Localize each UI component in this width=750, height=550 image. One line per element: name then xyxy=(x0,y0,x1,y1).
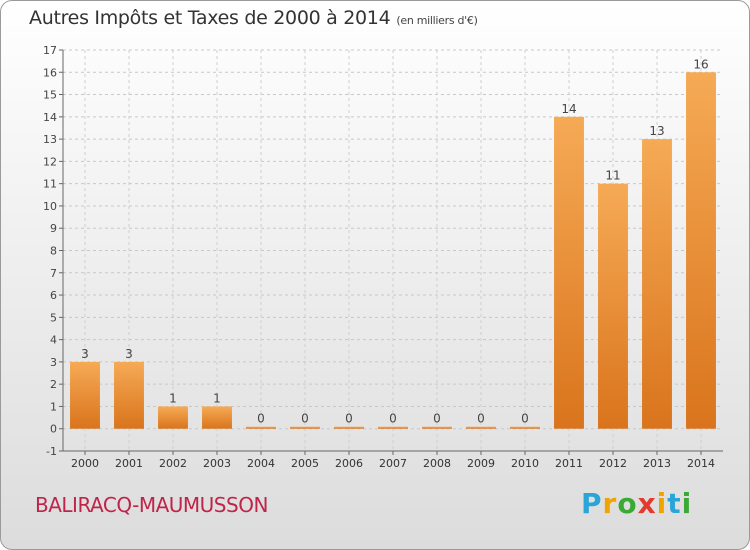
data-label-2013: 13 xyxy=(649,124,664,138)
data-label-2002: 1 xyxy=(169,391,177,405)
title-text: Autres Impôts et Taxes de 2000 à 2014 xyxy=(29,7,391,29)
x-tick-label: 2013 xyxy=(643,457,671,470)
y-tick-label: 15 xyxy=(43,89,57,102)
bar-2007 xyxy=(378,426,408,429)
data-label-2009: 0 xyxy=(477,412,485,426)
bar-2006 xyxy=(334,426,364,429)
y-tick-label: 6 xyxy=(50,289,57,302)
x-tick-label: 2010 xyxy=(511,457,539,470)
y-tick-label: 8 xyxy=(50,245,57,258)
data-label-2005: 0 xyxy=(301,412,309,426)
bar-2004 xyxy=(246,426,276,429)
x-tick-label: 2000 xyxy=(71,457,99,470)
y-tick-label: 13 xyxy=(43,133,57,146)
bar-2012 xyxy=(598,183,628,429)
y-tick-label: 7 xyxy=(50,267,57,280)
bar-2002 xyxy=(158,406,188,429)
data-label-2012: 11 xyxy=(605,169,620,183)
bars xyxy=(70,72,716,429)
x-tick-label: 2007 xyxy=(379,457,407,470)
commune-name: BALIRACQ-MAUMUSSON xyxy=(35,493,268,517)
data-label-2001: 3 xyxy=(125,347,133,361)
data-label-2004: 0 xyxy=(257,412,265,426)
y-tick-label: 17 xyxy=(43,44,57,57)
data-label-2011: 14 xyxy=(561,102,576,116)
y-tick-label: 4 xyxy=(50,334,57,347)
bar-2009 xyxy=(466,426,496,429)
data-label-2007: 0 xyxy=(389,412,397,426)
x-tick-label: 2003 xyxy=(203,457,231,470)
y-tick-label: 9 xyxy=(50,222,57,235)
data-label-2008: 0 xyxy=(433,412,441,426)
y-tick-label: -1 xyxy=(46,445,57,458)
y-tick-label: 0 xyxy=(50,423,57,436)
y-tick-label: 10 xyxy=(43,200,57,213)
bar-2010 xyxy=(510,426,540,429)
x-tick-label: 2005 xyxy=(291,457,319,470)
data-label-2014: 16 xyxy=(693,57,708,71)
bar-2003 xyxy=(202,406,232,429)
y-tick-label: 14 xyxy=(43,111,57,124)
x-tick-label: 2008 xyxy=(423,457,451,470)
x-tick-label: 2004 xyxy=(247,457,275,470)
bar-2013 xyxy=(642,139,672,429)
x-tick-label: 2014 xyxy=(687,457,715,470)
x-tick-label: 2006 xyxy=(335,457,363,470)
bar-2005 xyxy=(290,426,320,429)
x-tick-label: 2012 xyxy=(599,457,627,470)
bar-2008 xyxy=(422,426,452,429)
bar-2014 xyxy=(686,72,716,429)
y-tick-label: 2 xyxy=(50,378,57,391)
data-label-2006: 0 xyxy=(345,412,353,426)
bar-2000 xyxy=(70,361,100,429)
x-tick-label: 2011 xyxy=(555,457,583,470)
y-tick-label: 3 xyxy=(50,356,57,369)
bar-2001 xyxy=(114,361,144,429)
y-tick-label: 12 xyxy=(43,155,57,168)
proxiti-logo: Proxiti xyxy=(581,487,693,520)
x-tick-label: 2009 xyxy=(467,457,495,470)
title-unit: (en milliers d'€) xyxy=(396,14,478,27)
x-tick-label: 2001 xyxy=(115,457,143,470)
y-tick-label: 5 xyxy=(50,311,57,324)
y-tick-label: 16 xyxy=(43,66,57,79)
x-tick-label: 2002 xyxy=(159,457,187,470)
data-label-2000: 3 xyxy=(81,347,89,361)
data-label-2003: 1 xyxy=(213,391,221,405)
data-label-2010: 0 xyxy=(521,412,529,426)
bar-2011 xyxy=(554,116,584,429)
chart-title: Autres Impôts et Taxes de 2000 à 2014 (en… xyxy=(29,7,478,29)
y-tick-label: 11 xyxy=(43,178,57,191)
y-tick-label: 1 xyxy=(50,400,57,413)
